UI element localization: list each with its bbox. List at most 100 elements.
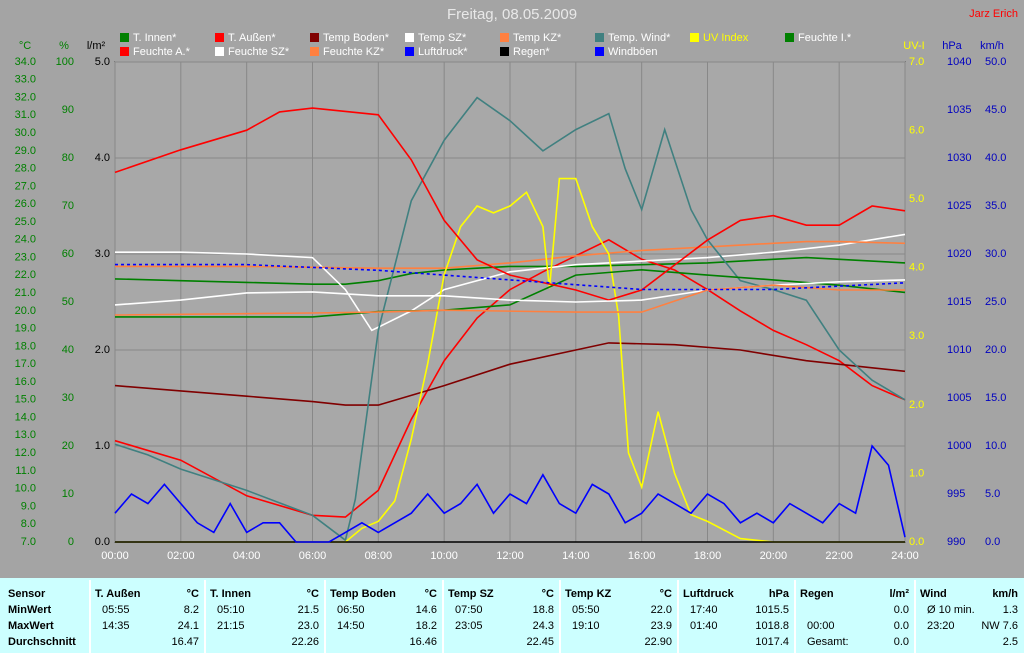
group-unit: l/m² xyxy=(889,588,909,600)
cell-value: 16.46 xyxy=(409,636,437,648)
group-unit: °C xyxy=(307,588,319,600)
x-tick-label: 20:00 xyxy=(760,550,788,562)
series-line xyxy=(114,256,906,286)
group-title: T. Außen xyxy=(95,588,141,600)
y-tick-label: 31.0 xyxy=(15,109,36,121)
legend-label: Temp. Wind* xyxy=(608,32,671,44)
cell-value: 0.0 xyxy=(894,604,909,616)
y-tick-label: 1010 xyxy=(947,344,971,356)
axis-title: hPa xyxy=(942,40,962,52)
legend-label: Feuchte A.* xyxy=(133,46,191,58)
y-tick-label: 60 xyxy=(62,248,74,260)
x-tick-label: 22:00 xyxy=(825,550,853,562)
y-tick-label: 16.0 xyxy=(15,376,36,388)
cell-value: 16.47 xyxy=(171,636,199,648)
group-unit: km/h xyxy=(992,588,1018,600)
y-tick-label: 1020 xyxy=(947,248,971,260)
x-tick-label: 16:00 xyxy=(628,550,656,562)
x-tick-label: 02:00 xyxy=(167,550,195,562)
axis-title: % xyxy=(59,40,69,52)
cell-time: Gesamt: xyxy=(807,636,849,648)
y-tick-label: 20 xyxy=(62,440,74,452)
cell-time: 01:40 xyxy=(690,620,718,632)
legend-swatch xyxy=(405,47,414,56)
cell-time: 19:10 xyxy=(572,620,600,632)
series-line xyxy=(115,268,906,318)
x-tick-label: 18:00 xyxy=(694,550,722,562)
series-line xyxy=(114,96,906,542)
y-tick-label: 7.0 xyxy=(909,56,924,68)
x-tick-label: 08:00 xyxy=(365,550,393,562)
y-tick-label: 0.0 xyxy=(909,536,924,548)
y-tick-label: 50.0 xyxy=(985,56,1006,68)
y-tick-label: 5.0 xyxy=(95,56,110,68)
legend-swatch xyxy=(120,47,129,56)
y-tick-label: 1.0 xyxy=(909,467,924,479)
row-label: MaxWert xyxy=(8,620,54,632)
legend-label: Regen* xyxy=(513,46,550,58)
y-tick-label: 1035 xyxy=(947,104,971,116)
cell-value: 1015.5 xyxy=(755,604,789,616)
y-tick-label: 26.0 xyxy=(15,198,36,210)
cell-time: 05:50 xyxy=(572,604,600,616)
legend-swatch xyxy=(120,33,129,42)
legend-swatch xyxy=(215,47,224,56)
legend-label: Feuchte SZ* xyxy=(228,46,290,58)
cell-time: 06:50 xyxy=(337,604,365,616)
cell-value: 23.9 xyxy=(651,620,672,632)
cell-value: 24.1 xyxy=(178,620,199,632)
cell-value: 1.3 xyxy=(1003,604,1018,616)
y-tick-label: 28.0 xyxy=(15,163,36,175)
group-title: Temp SZ xyxy=(448,588,494,600)
y-tick-label: 90 xyxy=(62,104,74,116)
y-tick-label: 21.0 xyxy=(15,287,36,299)
cell-value: 18.2 xyxy=(416,620,437,632)
chart-title: Freitag, 08.05.2009 xyxy=(447,6,577,23)
axis-title: l/m² xyxy=(87,40,106,52)
author: Jarz Erich xyxy=(969,8,1018,20)
legend-swatch xyxy=(310,47,319,56)
legend-swatch xyxy=(405,33,414,42)
y-tick-label: 2.0 xyxy=(95,344,110,356)
y-tick-label: 14.0 xyxy=(15,411,36,423)
y-tick-label: 17.0 xyxy=(15,358,36,370)
legend-label: Temp Boden* xyxy=(323,32,390,44)
y-tick-label: 7.0 xyxy=(21,536,36,548)
y-tick-label: 10.0 xyxy=(15,483,36,495)
y-tick-label: 25.0 xyxy=(15,216,36,228)
summary-table-bg xyxy=(0,578,1024,653)
series-line xyxy=(115,233,906,332)
legend-label: Temp SZ* xyxy=(418,32,467,44)
series-line xyxy=(114,444,906,543)
cell-time: 14:50 xyxy=(337,620,365,632)
x-tick-label: 14:00 xyxy=(562,550,590,562)
group-title: Regen xyxy=(800,588,834,600)
y-tick-label: 27.0 xyxy=(15,180,36,192)
y-tick-label: 40.0 xyxy=(985,152,1006,164)
y-tick-label: 2.0 xyxy=(909,399,924,411)
cell-value: 22.26 xyxy=(291,636,319,648)
cell-value: 0.0 xyxy=(894,620,909,632)
y-tick-label: 30.0 xyxy=(15,127,36,139)
series-line xyxy=(115,177,905,543)
y-tick-label: 1015 xyxy=(947,296,971,308)
y-tick-label: 12.0 xyxy=(15,447,36,459)
cell-value: 24.3 xyxy=(533,620,554,632)
x-tick-label: 00:00 xyxy=(101,550,129,562)
cell-value: 8.2 xyxy=(184,604,199,616)
y-tick-label: 50 xyxy=(62,296,74,308)
cell-value: 22.0 xyxy=(651,604,672,616)
cell-value: 22.90 xyxy=(644,636,672,648)
y-tick-label: 33.0 xyxy=(15,74,36,86)
cell-value: 18.8 xyxy=(533,604,554,616)
y-tick-label: 10.0 xyxy=(985,440,1006,452)
y-tick-label: 35.0 xyxy=(985,200,1006,212)
group-title: Temp Boden xyxy=(330,588,396,600)
legend-label: T. Innen* xyxy=(133,32,177,44)
y-tick-label: 3.0 xyxy=(909,330,924,342)
y-tick-label: 3.0 xyxy=(95,248,110,260)
group-unit: °C xyxy=(187,588,199,600)
group-title: Temp KZ xyxy=(565,588,612,600)
cell-value: 22.45 xyxy=(526,636,554,648)
cell-value: 1018.8 xyxy=(755,620,789,632)
